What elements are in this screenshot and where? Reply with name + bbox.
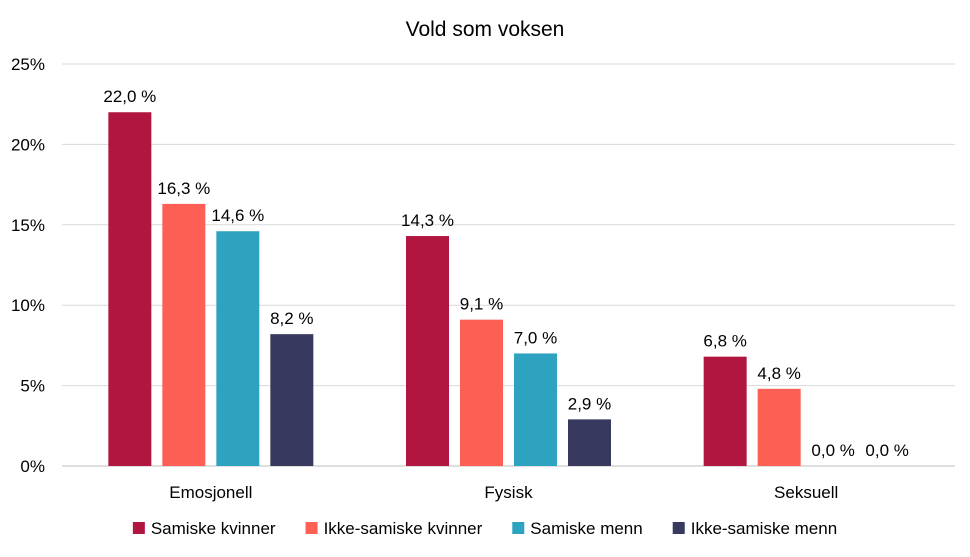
data-labels: 22,0 % 16,3 %14,6 % 8,2 % 14,3 % 9,1 % 7,0 % 2… — [103, 87, 909, 460]
data-label: 2,9 % — [568, 394, 611, 413]
legend-label: Samiske kvinner — [151, 519, 276, 538]
y-tick-label: 10% — [11, 296, 45, 315]
legend: Samiske kvinner Ikke-samiske kvinner Samis… — [132, 519, 837, 538]
gridlines — [62, 63, 955, 467]
data-label: 8,2 % — [270, 309, 313, 328]
category-label: Fysisk — [484, 483, 533, 502]
bar — [757, 388, 801, 466]
legend-swatch — [305, 522, 318, 534]
y-axis-ticks: 0% 5% 10% 15% 20% 25% — [11, 55, 45, 476]
data-label: 0,0 % — [865, 441, 908, 460]
legend-swatch — [132, 522, 145, 534]
y-tick-label: 20% — [11, 135, 45, 154]
data-label: 7,0 % — [514, 328, 557, 347]
bar — [270, 334, 314, 466]
bar — [703, 356, 747, 466]
bar — [216, 231, 260, 466]
bar — [514, 353, 557, 466]
y-tick-label: 0% — [20, 457, 45, 476]
bars — [108, 112, 801, 467]
legend-swatch — [672, 522, 685, 534]
data-label: 16,3 % — [157, 179, 210, 198]
data-label: 4,8 % — [757, 364, 800, 383]
bar — [568, 419, 611, 466]
data-label: 9,1 % — [460, 295, 503, 314]
data-label: 14,3 % — [401, 211, 454, 230]
data-label: 0,0 % — [811, 441, 854, 460]
legend-label: Ikke-samiske menn — [691, 519, 837, 538]
y-tick-label: 5% — [20, 377, 45, 396]
legend-label: Samiske menn — [530, 519, 642, 538]
x-axis-categories: Emosjonell Fysisk Seksuell — [169, 483, 838, 502]
y-tick-label: 15% — [11, 216, 45, 235]
category-label: Seksuell — [774, 483, 838, 502]
bar — [460, 319, 503, 466]
legend-label: Ikke-samiske kvinner — [324, 519, 483, 538]
data-label: 6,8 % — [703, 332, 746, 351]
bar — [162, 203, 206, 466]
bar — [108, 112, 152, 467]
bar — [406, 236, 449, 466]
chart-title: Vold som voksen — [406, 18, 565, 41]
data-label: 22,0 % — [103, 87, 156, 106]
category-label: Emosjonell — [169, 483, 252, 502]
data-label: 14,6 % — [211, 206, 264, 225]
legend-swatch — [512, 522, 525, 534]
y-tick-label: 25% — [11, 55, 45, 74]
